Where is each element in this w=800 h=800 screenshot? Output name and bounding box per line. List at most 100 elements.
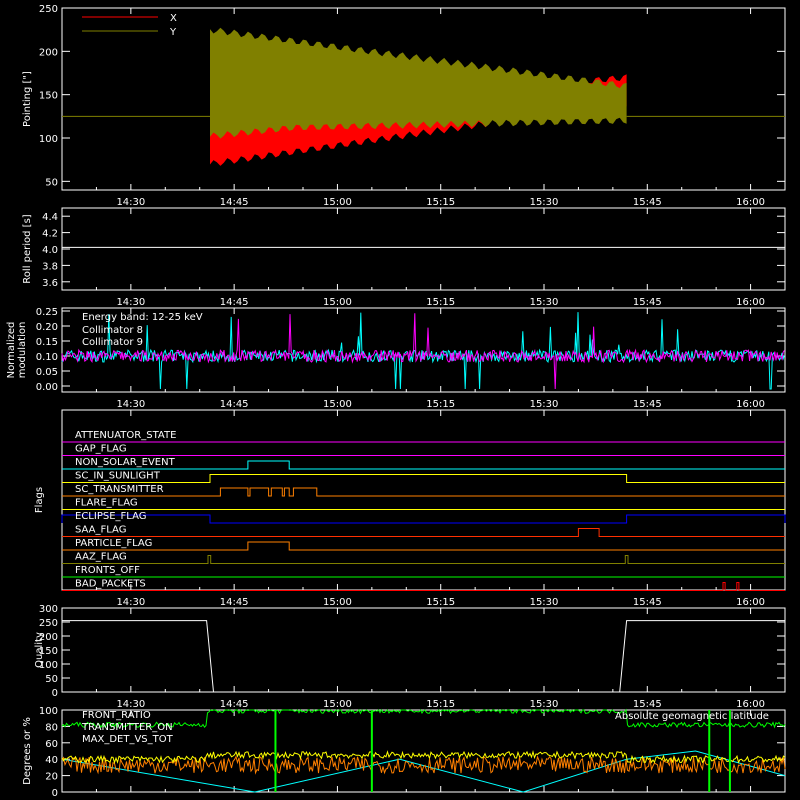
quality-xtick-label: 15:15 bbox=[426, 699, 455, 710]
modulation-xtick-label: 15:45 bbox=[633, 399, 662, 410]
roll-ytick-label: 4.0 bbox=[42, 245, 58, 256]
flag-label-fronts_off: FRONTS_OFF bbox=[75, 565, 140, 576]
flag-label-aaz_flag: AAZ_FLAG bbox=[75, 552, 127, 563]
pointing-xtick-label: 15:45 bbox=[633, 197, 662, 208]
flag-line-aaz_flag bbox=[62, 555, 785, 564]
modulation-ytick-label: 0.00 bbox=[36, 382, 58, 393]
geo-ytick-label: 100 bbox=[39, 706, 58, 717]
roll-xtick-label: 15:15 bbox=[426, 297, 455, 308]
modulation-xtick-label: 15:30 bbox=[530, 399, 559, 410]
flag-label-bad_packets: BAD_PACKETS bbox=[75, 579, 146, 590]
geo-legend-label: TRANSMITTER_ON bbox=[81, 722, 173, 733]
roll-xtick-label: 16:00 bbox=[736, 297, 765, 308]
roll-xtick-label: 15:45 bbox=[633, 297, 662, 308]
quality-ytick-label: 100 bbox=[39, 660, 58, 671]
quality-ytick-label: 150 bbox=[39, 646, 58, 657]
geo-ytick-label: 20 bbox=[45, 772, 58, 783]
geo-ytick-label: 80 bbox=[45, 722, 58, 733]
quality-xtick-label: 15:45 bbox=[633, 699, 662, 710]
flag-line-saa_flag bbox=[62, 528, 785, 537]
flags-xtick-label: 15:00 bbox=[323, 597, 352, 608]
quality-ylabel: Quality bbox=[34, 632, 45, 668]
quality-ytick-label: 250 bbox=[39, 618, 58, 629]
quality-xtick-label: 14:45 bbox=[220, 699, 249, 710]
geo-series-latitude bbox=[61, 750, 786, 793]
flag-label-flare_flag: FLARE_FLAG bbox=[75, 498, 138, 509]
flags-xtick-label: 15:30 bbox=[530, 597, 559, 608]
modulation-xtick-label: 14:30 bbox=[116, 399, 145, 410]
modulation-series-collimator-8 bbox=[61, 312, 785, 390]
flag-line-non_solar_event bbox=[62, 460, 785, 470]
quality-ytick-label: 200 bbox=[39, 632, 58, 643]
flags-xtick-label: 16:00 bbox=[736, 597, 765, 608]
geo-ylabel: Degrees or % bbox=[22, 717, 33, 785]
pointing-ytick-label: 250 bbox=[39, 4, 58, 15]
roll-xtick-label: 15:00 bbox=[323, 297, 352, 308]
geo-ytick-label: 0 bbox=[52, 788, 58, 799]
modulation-legend-label: Collimator 9 bbox=[82, 337, 143, 348]
quality-series bbox=[62, 620, 785, 693]
modulation-series-collimator-9 bbox=[61, 313, 785, 390]
flag-label-eclipse_flag: ECLIPSE_FLAG bbox=[75, 511, 146, 522]
quality-ytick-label: 300 bbox=[39, 604, 58, 615]
geo-series-transmitter-on bbox=[61, 708, 786, 729]
modulation-ytick-label: 0.10 bbox=[36, 352, 58, 363]
quality-xtick-label: 15:30 bbox=[530, 699, 559, 710]
flags-panel: 14:30 14:45 15:00 15:15 15:30 15:45 16:00 Flags… bbox=[34, 409, 786, 608]
pointing-xtick-label: 15:15 bbox=[426, 197, 455, 208]
pointing-panel: 14:30 14:45 15:00 15:15 15:30 15:45 16:00 250 20… bbox=[22, 4, 786, 208]
pointing-frame bbox=[61, 7, 786, 191]
roll-ytick-label: 4.2 bbox=[42, 229, 58, 240]
geo-right-label: Absolute geomagnetic latitude bbox=[615, 711, 769, 722]
quality-xtick-label: 14:30 bbox=[116, 699, 145, 710]
pointing-legend-label: X bbox=[170, 13, 177, 24]
flags-xtick-label: 15:45 bbox=[633, 597, 662, 608]
quality-ytick-label: 0 bbox=[52, 688, 58, 699]
flag-label-saa_flag: SAA_FLAG bbox=[75, 525, 126, 536]
pointing-xtick-label: 14:30 bbox=[116, 197, 145, 208]
flag-label-sc_in_sunlight: SC_IN_SUNLIGHT bbox=[75, 471, 161, 482]
geo-legend-label: MAX_DET_VS_TOT bbox=[82, 734, 174, 745]
roll-ytick-label: 3.6 bbox=[42, 278, 58, 289]
modulation-ylabel-1: Normalized bbox=[6, 322, 17, 379]
modulation-xtick-label: 16:00 bbox=[736, 399, 765, 410]
pointing-xtick-label: 16:00 bbox=[736, 197, 765, 208]
roll-xtick-label: 15:30 bbox=[530, 297, 559, 308]
modulation-ytick-label: 0.25 bbox=[36, 307, 58, 318]
geo-ytick-label: 40 bbox=[45, 755, 58, 766]
modulation-xtick-label: 15:00 bbox=[323, 399, 352, 410]
modulation-ytick-label: 0.05 bbox=[36, 367, 58, 378]
flags-xtick-label: 14:45 bbox=[220, 597, 249, 608]
flag-label-non_solar_event: NON_SOLAR_EVENT bbox=[75, 457, 176, 468]
flag-line-sc_transmitter bbox=[62, 487, 785, 497]
geo-legend-label: FRONT_RATIO bbox=[82, 710, 151, 721]
flag-line-sc_in_sunlight bbox=[62, 474, 785, 483]
roll-ytick-label: 4.4 bbox=[42, 212, 58, 223]
roll-ytick-label: 3.8 bbox=[42, 261, 58, 272]
pointing-xtick-label: 15:00 bbox=[323, 197, 352, 208]
flags-ylabel: Flags bbox=[34, 487, 45, 513]
pointing-ytick-label: 100 bbox=[39, 134, 58, 145]
roll-xtick-label: 14:45 bbox=[220, 297, 249, 308]
flags-xtick-label: 15:15 bbox=[426, 597, 455, 608]
geo-ytick-label: 60 bbox=[45, 739, 58, 750]
flags-xtick-label: 14:30 bbox=[116, 597, 145, 608]
modulation-xtick-label: 14:45 bbox=[220, 399, 249, 410]
pointing-ytick-label: 200 bbox=[39, 47, 58, 58]
quality-xtick-label: 15:00 bbox=[323, 699, 352, 710]
flag-label-sc_transmitter: SC_TRANSMITTER bbox=[75, 484, 164, 495]
flag-line-particle_flag bbox=[62, 541, 785, 551]
flag-line-eclipse_flag bbox=[61, 514, 786, 524]
roll-ylabel: Roll period [s] bbox=[22, 214, 33, 283]
modulation-legend-label: Collimator 8 bbox=[82, 325, 143, 336]
roll-xtick-label: 14:30 bbox=[116, 297, 145, 308]
geo-series-max-det-vs-tot bbox=[61, 755, 786, 775]
pointing-ylabel: Pointing ["] bbox=[22, 71, 33, 127]
flag-label-gap_flag: GAP_FLAG bbox=[75, 444, 127, 455]
pointing-xtick-label: 15:30 bbox=[530, 197, 559, 208]
quality-panel: 14:30 14:45 15:00 15:15 15:30 15:45 16:00 300 25… bbox=[34, 604, 786, 710]
modulation-ytick-label: 0.20 bbox=[36, 322, 58, 333]
flag-label-attenuator_state: ATTENUATOR_STATE bbox=[75, 430, 176, 441]
flag-line-bad_packets bbox=[62, 582, 785, 591]
